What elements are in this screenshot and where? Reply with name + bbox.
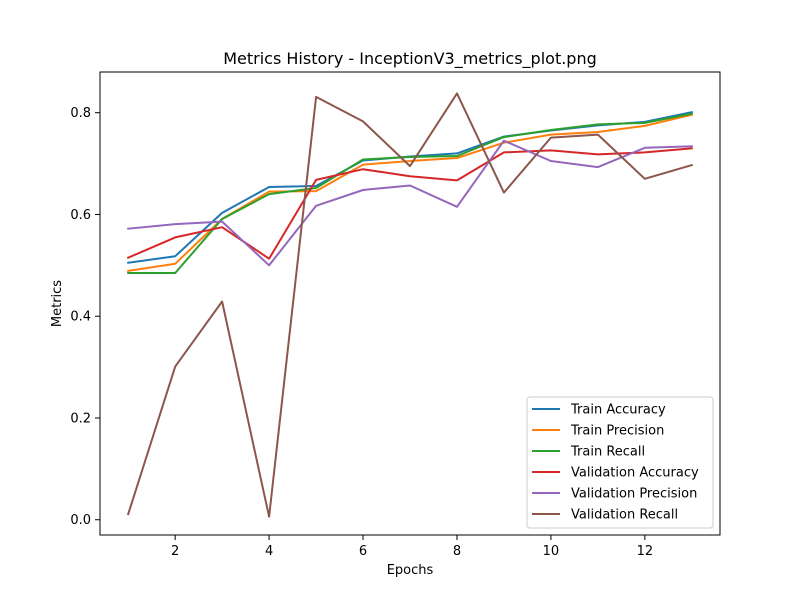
- x-tick-label: 4: [265, 544, 273, 559]
- legend: Train Accuracy Train Precision Train Recal…: [526, 396, 714, 529]
- legend-label-0: Train Accuracy: [570, 403, 666, 418]
- y-tick-label: 0.4: [70, 310, 91, 325]
- series-line-1: [127, 113, 694, 273]
- series-line-4: [127, 139, 693, 267]
- x-tick-label: 2: [171, 544, 179, 559]
- y-tick-label: 0.0: [70, 513, 91, 528]
- x-tick-label: 12: [637, 544, 654, 559]
- x-axis-label: Epochs: [387, 563, 434, 578]
- legend-label-1: Train Precision: [570, 424, 664, 439]
- series-line-2: [127, 112, 693, 274]
- legend-label-5: Validation Recall: [571, 508, 678, 523]
- x-axis: 2 4 6 8 10 12: [171, 535, 653, 559]
- legend-label-4: Validation Precision: [571, 487, 697, 502]
- legend-label-3: Validation Accuracy: [571, 466, 699, 481]
- x-tick-label: 6: [359, 544, 367, 559]
- series-lines: [126, 92, 694, 518]
- legend-box: [526, 396, 714, 529]
- legend-label-2: Train Recall: [570, 445, 645, 460]
- series-line-5: [126, 92, 694, 518]
- y-axis: 0.0 0.2 0.4 0.6 0.8: [70, 106, 100, 528]
- x-tick-label: 8: [453, 544, 461, 559]
- y-tick-label: 0.2: [70, 411, 91, 426]
- series-line-3: [126, 147, 693, 260]
- y-axis-label: Metrics: [50, 280, 65, 327]
- series-line-0: [127, 111, 693, 264]
- y-tick-label: 0.8: [70, 106, 91, 121]
- chart-title: Metrics History - InceptionV3_metrics_pl…: [223, 49, 597, 69]
- plot-frame: [99, 71, 721, 536]
- x-tick-label: 10: [543, 544, 560, 559]
- y-tick-label: 0.6: [70, 208, 91, 223]
